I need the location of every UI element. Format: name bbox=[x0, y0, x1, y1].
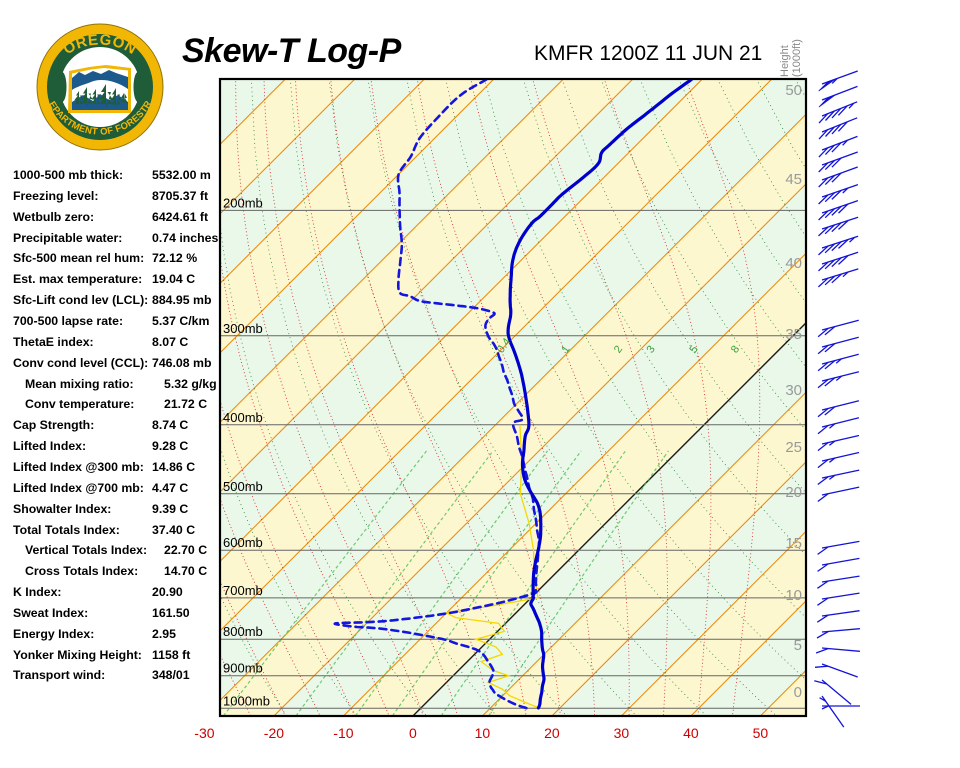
svg-text:200mb: 200mb bbox=[223, 195, 263, 210]
svg-text:20: 20 bbox=[785, 484, 802, 501]
svg-text:600mb: 600mb bbox=[223, 535, 263, 550]
svg-text:0: 0 bbox=[409, 725, 417, 741]
svg-text:10: 10 bbox=[475, 725, 491, 741]
svg-text:800mb: 800mb bbox=[223, 624, 263, 639]
svg-text:-30: -30 bbox=[194, 725, 214, 741]
svg-text:(1000ft): (1000ft) bbox=[791, 39, 803, 77]
svg-text:30: 30 bbox=[614, 725, 630, 741]
svg-text:20: 20 bbox=[544, 725, 560, 741]
svg-text:15: 15 bbox=[785, 535, 802, 552]
svg-text:300mb: 300mb bbox=[223, 321, 263, 336]
svg-text:10: 10 bbox=[785, 587, 802, 604]
svg-text:700mb: 700mb bbox=[223, 583, 263, 598]
svg-text:40: 40 bbox=[785, 255, 802, 272]
svg-text:Height: Height bbox=[779, 45, 791, 77]
svg-text:1000mb: 1000mb bbox=[223, 693, 270, 708]
svg-text:-20: -20 bbox=[264, 725, 284, 741]
svg-text:40: 40 bbox=[683, 725, 699, 741]
svg-text:25: 25 bbox=[785, 439, 802, 456]
svg-text:-10: -10 bbox=[333, 725, 353, 741]
svg-text:45: 45 bbox=[785, 171, 802, 188]
svg-text:50: 50 bbox=[753, 725, 769, 741]
svg-text:400mb: 400mb bbox=[223, 410, 263, 425]
svg-text:0: 0 bbox=[794, 684, 802, 701]
svg-text:35: 35 bbox=[785, 326, 802, 343]
svg-text:500mb: 500mb bbox=[223, 479, 263, 494]
svg-text:900mb: 900mb bbox=[223, 661, 263, 676]
svg-text:30: 30 bbox=[785, 382, 802, 399]
svg-text:5: 5 bbox=[794, 637, 802, 654]
svg-text:50: 50 bbox=[785, 82, 802, 99]
